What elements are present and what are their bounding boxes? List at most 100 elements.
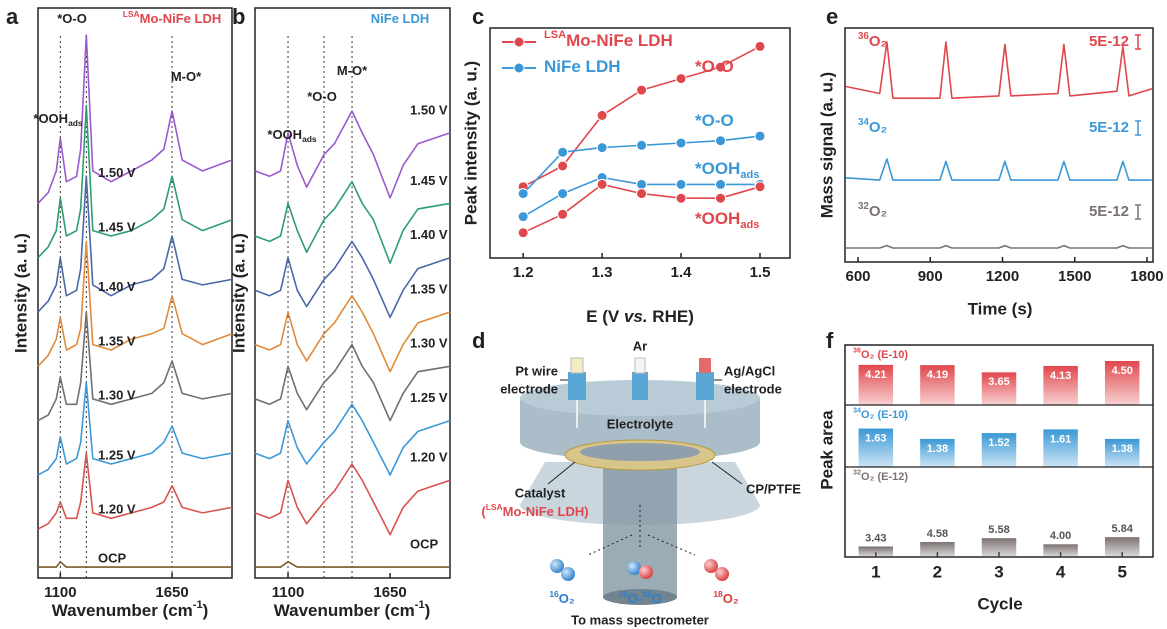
- plot-frame: [489, 27, 791, 259]
- x-tick-label: 1100: [272, 584, 305, 601]
- series-label: OCP: [98, 551, 127, 566]
- value-label: 5.58: [988, 524, 1009, 536]
- label: Pt wire: [515, 363, 558, 378]
- bar: [858, 428, 894, 467]
- panel-letter: b: [232, 4, 245, 29]
- point: [754, 40, 766, 52]
- text-part: -1: [415, 599, 425, 611]
- bar: [920, 365, 955, 405]
- molecule-atom: [550, 559, 564, 573]
- text-part: (: [481, 504, 486, 519]
- plot-frame: [844, 27, 1154, 263]
- point: [557, 208, 569, 220]
- annotation: *OOHads: [33, 111, 83, 128]
- value-label: 4.13: [1050, 370, 1071, 382]
- text-part: ads: [740, 219, 759, 231]
- label: electrode: [500, 381, 558, 396]
- series-label: 34O₂: [858, 117, 887, 136]
- x-tick-label: 1100: [44, 584, 77, 601]
- point: [715, 178, 727, 190]
- text-part: 34: [853, 406, 861, 414]
- point: [517, 211, 529, 223]
- x-axis-label: Cycle: [977, 594, 1022, 613]
- text-part: O₂: [869, 33, 887, 50]
- molecule-atom: [715, 567, 729, 581]
- x-axis-label: Wavenumber (cm-1): [274, 599, 431, 620]
- x-tick-label: 1.4: [671, 264, 693, 281]
- y-axis-label: Peak area: [817, 410, 836, 490]
- inlet-cap: [634, 357, 646, 374]
- text-part: O₂: [869, 119, 887, 136]
- series-line: [846, 244, 1152, 249]
- text-part: O₂ (E-10): [861, 409, 908, 421]
- x-tick-label: 1.3: [592, 264, 613, 281]
- value-label: 4.19: [927, 369, 948, 381]
- series-label: 1.40 V: [98, 279, 136, 294]
- series-label: OCP: [410, 537, 439, 552]
- point: [715, 135, 727, 147]
- text-part: LSA: [486, 502, 503, 512]
- flow-arrow: [647, 534, 696, 556]
- label: Ag/AgCl: [724, 363, 775, 378]
- legend-label: LSAMo-NiFe LDH: [544, 29, 673, 50]
- text-part: 18: [713, 589, 723, 599]
- y-axis-label: Intensity (a. u.): [229, 233, 248, 353]
- text-part: *O-O: [57, 11, 87, 26]
- point: [675, 178, 687, 190]
- point: [675, 192, 687, 204]
- value-label: 1.38: [927, 443, 948, 455]
- point: [715, 192, 727, 204]
- series-label: 1.40 V: [410, 227, 448, 242]
- series-label: 1.45 V: [98, 219, 136, 234]
- series-line: [845, 41, 1153, 99]
- electrode-cap: [699, 358, 711, 373]
- flow-arrow: [587, 534, 633, 556]
- series-line: [845, 158, 1152, 181]
- text-part: *O-O: [695, 57, 734, 76]
- text-part: M-O*: [171, 69, 202, 84]
- point: [517, 227, 529, 239]
- text-part: ): [425, 601, 431, 620]
- x-tick-label: 1: [871, 562, 880, 581]
- value-label: 3.43: [865, 532, 886, 544]
- cell-diagram: d Ar Pt wire electrode Ag/AgCl electrode: [472, 328, 801, 628]
- scale-label: 5E-12: [1089, 203, 1129, 220]
- value-label: 1.63: [865, 432, 886, 444]
- label: 16O-18O: [618, 589, 661, 606]
- series-line: [38, 560, 232, 568]
- text-part: 16: [618, 589, 628, 599]
- point: [675, 137, 687, 149]
- text-part: RHE): [648, 307, 694, 326]
- molecule-atom: [704, 559, 718, 573]
- panel-letter: d: [472, 328, 485, 353]
- bar: [1104, 361, 1140, 405]
- text-part: O₂ (E-12): [861, 471, 908, 483]
- gas-inlet: [632, 372, 648, 400]
- scale-label: 5E-12: [1089, 119, 1129, 136]
- series-label: 1.25 V: [410, 390, 448, 405]
- scale-bar: [1135, 120, 1141, 136]
- point: [596, 142, 608, 154]
- label: (LSAMo-NiFe LDH): [481, 502, 588, 519]
- series-label: 1.35 V: [98, 333, 136, 348]
- text-part: Wavenumber (cm: [52, 601, 193, 620]
- series-line: [255, 560, 450, 568]
- label: Electrolyte: [607, 416, 673, 431]
- point: [636, 178, 648, 190]
- series-line: [37, 381, 233, 476]
- value-label: 4.58: [927, 528, 948, 540]
- leader: [547, 461, 576, 485]
- scale-label: 5E-12: [1089, 33, 1129, 50]
- bar: [920, 542, 955, 557]
- series-line: [254, 294, 451, 373]
- series-line: [37, 175, 233, 313]
- x-tick-label: 600: [845, 268, 870, 285]
- text-part: 36: [853, 346, 861, 354]
- text-part: ads: [740, 169, 759, 181]
- text-part: LSA: [544, 29, 566, 41]
- annotation: M-O*: [171, 69, 202, 84]
- annotation: NiFe LDH: [371, 11, 430, 26]
- text-part: 18: [642, 589, 652, 599]
- panel-label: 32O₂ (E-12): [853, 468, 908, 482]
- label: Ar: [633, 338, 647, 353]
